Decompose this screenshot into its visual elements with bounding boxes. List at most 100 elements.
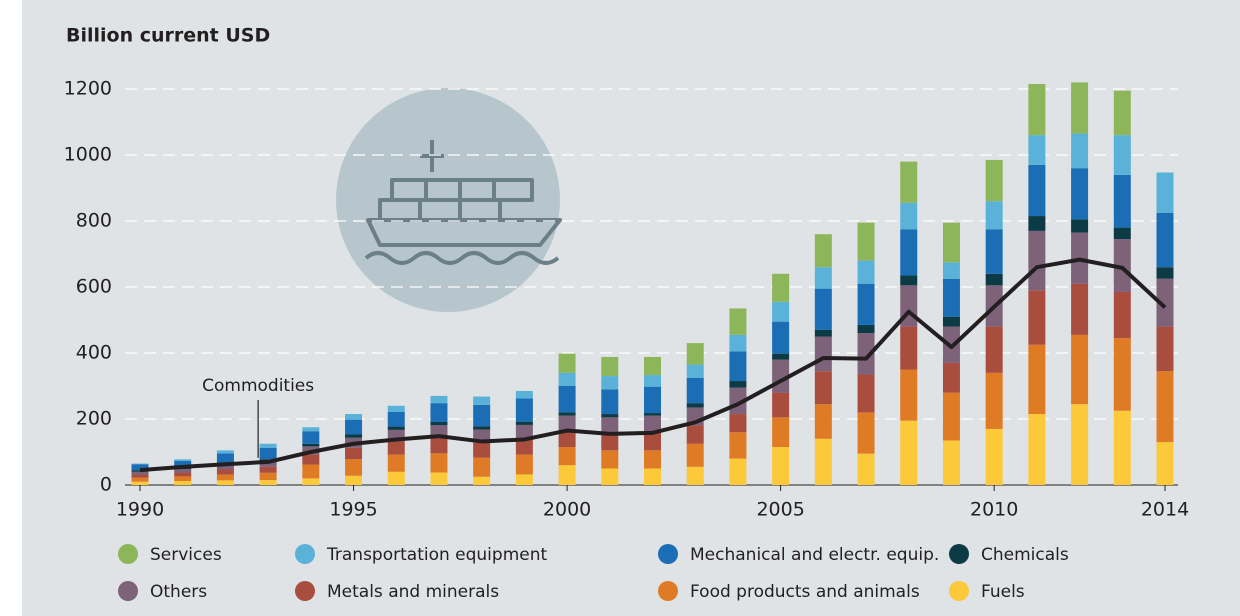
- bar-segment: [772, 417, 790, 448]
- x-tick-label: 1990: [116, 499, 164, 521]
- bar-segment: [644, 413, 661, 416]
- bar-segment: [1071, 404, 1089, 485]
- bar-segment: [302, 427, 320, 432]
- bar-segment: [985, 273, 1003, 286]
- bar-segment: [515, 474, 533, 485]
- legend-swatch: [949, 581, 969, 601]
- legend-label: Mechanical and electr. equip.: [690, 545, 939, 565]
- bar-segment: [515, 398, 533, 422]
- bar-segment: [1156, 212, 1174, 268]
- bar-segment: [216, 450, 234, 454]
- bar-segment: [644, 432, 661, 451]
- x-tick-label: 2010: [970, 499, 1018, 521]
- bar-segment: [772, 321, 790, 354]
- bar-segment: [259, 461, 277, 467]
- bar-segment: [430, 438, 448, 454]
- bar-segment: [473, 457, 491, 477]
- bar-segment: [515, 390, 533, 399]
- bar-segment: [345, 459, 363, 476]
- bar-segment: [1156, 442, 1174, 485]
- bar-segment: [729, 458, 747, 485]
- bar-segment: [174, 460, 192, 468]
- bar-segment: [601, 414, 619, 418]
- bar-segment: [1156, 371, 1174, 443]
- legend-label: Metals and minerals: [327, 582, 499, 602]
- bar-segment: [387, 411, 405, 427]
- bar-segment: [345, 434, 363, 438]
- bar-segment: [601, 468, 619, 485]
- bar-segment: [644, 386, 661, 414]
- bar-segment: [430, 395, 448, 404]
- bar-segment: [259, 472, 277, 481]
- bar-segment: [1028, 216, 1046, 231]
- bar-segment: [1028, 135, 1046, 165]
- bar-segment: [686, 377, 704, 404]
- bar-segment: [302, 443, 320, 447]
- bar-segment: [857, 412, 875, 454]
- bar-segment: [900, 202, 918, 230]
- bar-segment: [857, 374, 875, 413]
- bar-segment: [216, 465, 234, 470]
- bar-segment: [1071, 82, 1089, 134]
- x-tick-label: 1995: [329, 499, 377, 521]
- bar-segment: [942, 392, 960, 441]
- bar-segment: [686, 425, 704, 444]
- legend-label: Chemicals: [981, 545, 1069, 565]
- background: [22, 0, 1240, 616]
- bar-segment: [387, 426, 405, 430]
- y-tick-label: 0: [100, 474, 112, 496]
- bar-segment: [1071, 283, 1089, 335]
- bar-segment: [857, 333, 875, 375]
- legend-label: Services: [150, 545, 222, 565]
- bar-segment: [558, 386, 576, 413]
- bar-segment: [131, 474, 149, 478]
- bar-segment: [644, 356, 661, 376]
- bar-segment: [644, 468, 661, 485]
- bar-segment: [345, 419, 363, 435]
- bar-segment: [345, 447, 363, 460]
- bar-segment: [729, 308, 747, 335]
- bar-segment: [900, 420, 918, 485]
- bar-segment: [515, 424, 533, 439]
- x-tick-label: 2000: [543, 499, 591, 521]
- bar-segment: [430, 421, 448, 426]
- bar-segment: [174, 459, 192, 461]
- bar-segment: [1071, 334, 1089, 405]
- bar-segment: [515, 454, 533, 475]
- bar-segment: [814, 371, 832, 405]
- bar-segment: [302, 478, 320, 485]
- x-tick-label: 2005: [756, 499, 804, 521]
- y-tick-label: 200: [76, 408, 112, 430]
- bar-segment: [942, 278, 960, 317]
- bar-segment: [772, 392, 790, 418]
- bar-segment: [1028, 230, 1046, 291]
- bar-segment: [900, 161, 918, 203]
- bar-segment: [131, 470, 149, 472]
- bar-segment: [942, 362, 960, 393]
- bar-segment: [1028, 290, 1046, 345]
- bar-segment: [857, 453, 875, 485]
- bar-segment: [857, 222, 875, 261]
- bar-segment: [259, 447, 277, 460]
- legend-swatch: [118, 544, 138, 564]
- bar-segment: [473, 404, 491, 427]
- bar-segment: [985, 159, 1003, 202]
- bar-segment: [601, 417, 619, 436]
- bar-segment: [1113, 239, 1131, 292]
- bar-segment: [345, 414, 363, 420]
- bar-segment: [430, 403, 448, 422]
- bar-segment: [644, 415, 661, 433]
- bar-segment: [1113, 410, 1131, 485]
- legend-swatch: [658, 544, 678, 564]
- y-axis-title: Billion current USD: [66, 25, 270, 47]
- bar-segment: [985, 428, 1003, 485]
- bar-segment: [644, 375, 661, 387]
- bar-segment: [644, 450, 661, 469]
- bar-segment: [1113, 135, 1131, 175]
- bar-segment: [942, 316, 960, 327]
- bar-segment: [1113, 227, 1131, 240]
- legend-label: Food products and animals: [690, 582, 920, 602]
- bar-segment: [686, 466, 704, 485]
- bar-segment: [131, 464, 149, 471]
